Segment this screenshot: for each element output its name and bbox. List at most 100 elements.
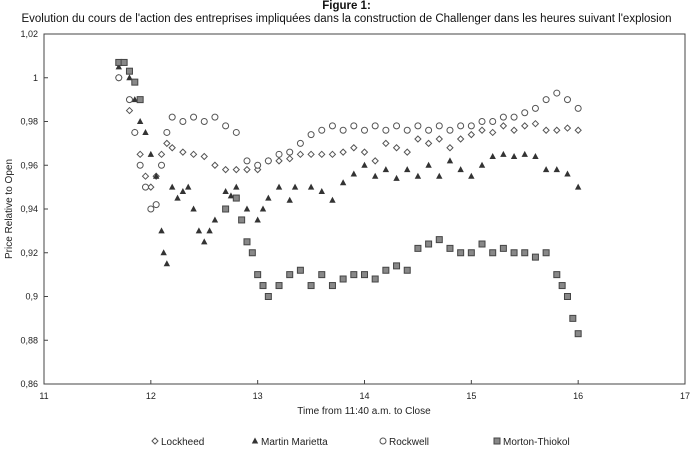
series-lockheed <box>115 74 582 191</box>
data-point <box>221 165 230 174</box>
y-tick-label: 1 <box>33 73 38 83</box>
x-tick-label: 12 <box>146 391 156 401</box>
data-point <box>307 282 315 290</box>
data-point <box>446 126 454 134</box>
diamond-icon <box>151 437 159 445</box>
data-point <box>542 96 550 104</box>
data-point <box>179 148 187 156</box>
data-point <box>275 282 283 290</box>
data-point <box>201 238 208 245</box>
data-point <box>126 74 133 81</box>
data-point <box>227 192 235 199</box>
data-point <box>222 188 229 194</box>
data-point <box>238 216 246 224</box>
data-point <box>393 262 401 270</box>
data-point <box>243 165 251 174</box>
data-point <box>435 236 443 244</box>
legend-label: Lockheed <box>161 437 204 448</box>
data-point <box>499 244 507 252</box>
data-point <box>542 126 550 134</box>
data-point <box>115 63 122 70</box>
data-point <box>307 131 315 139</box>
data-point <box>329 196 336 203</box>
data-point <box>478 240 486 248</box>
data-point <box>425 161 432 168</box>
data-point <box>371 122 379 130</box>
data-point <box>328 282 336 290</box>
data-point <box>339 275 347 283</box>
data-point <box>361 126 368 134</box>
triangle-icon <box>251 437 259 444</box>
data-point <box>468 172 475 179</box>
data-point <box>131 128 139 136</box>
x-tick-label: 11 <box>39 391 48 401</box>
data-point <box>307 183 315 190</box>
data-point <box>200 152 208 161</box>
data-point <box>563 96 571 104</box>
legend-label: Martin Marietta <box>261 437 328 448</box>
data-point <box>478 126 486 134</box>
data-point <box>403 126 411 134</box>
figure-label: Figure 1: <box>322 0 371 12</box>
data-point <box>393 122 401 130</box>
square-icon <box>493 437 501 445</box>
data-point <box>531 104 539 112</box>
data-point <box>574 126 582 134</box>
data-point <box>211 113 219 121</box>
data-point <box>163 260 171 267</box>
data-point <box>318 126 326 134</box>
data-point <box>542 166 550 173</box>
data-point <box>243 205 251 212</box>
data-point <box>371 275 379 283</box>
data-point <box>489 118 497 125</box>
data-point <box>254 161 262 169</box>
data-point <box>467 249 475 257</box>
legend-label: Morton-Thiokol <box>503 437 570 448</box>
data-point <box>425 126 433 134</box>
data-point <box>360 148 369 156</box>
data-point <box>457 249 465 257</box>
data-point <box>456 135 465 143</box>
data-point <box>382 166 390 173</box>
data-point <box>136 96 144 104</box>
data-point <box>136 118 144 124</box>
data-point <box>115 74 123 82</box>
data-point <box>382 126 390 134</box>
data-point <box>232 128 240 136</box>
data-point <box>318 150 326 159</box>
data-point <box>307 150 315 159</box>
data-point <box>414 135 422 143</box>
data-point <box>425 240 433 248</box>
data-point <box>574 183 582 190</box>
data-point <box>206 227 213 234</box>
y-tick-label: 1,02 <box>20 29 38 39</box>
data-point <box>232 165 241 174</box>
data-point <box>147 150 155 157</box>
x-tick-label: 13 <box>253 391 263 401</box>
data-point <box>248 249 256 257</box>
data-point <box>521 122 529 130</box>
data-point <box>500 150 507 157</box>
data-point <box>152 201 160 209</box>
data-point <box>179 188 187 194</box>
data-point <box>435 122 443 130</box>
data-point <box>211 161 219 169</box>
data-point <box>131 78 139 86</box>
data-point <box>414 122 422 130</box>
data-point <box>296 139 304 147</box>
data-point <box>168 113 176 121</box>
y-tick-label: 0,94 <box>20 204 38 214</box>
data-point <box>152 172 160 179</box>
data-point <box>350 122 358 130</box>
data-point <box>403 148 411 156</box>
data-point <box>574 330 582 338</box>
data-point <box>211 216 219 223</box>
circle-icon <box>379 437 387 445</box>
data-point <box>147 205 155 213</box>
data-point <box>190 113 198 121</box>
data-point <box>457 166 464 173</box>
data-point <box>564 170 571 177</box>
data-point <box>125 96 133 104</box>
